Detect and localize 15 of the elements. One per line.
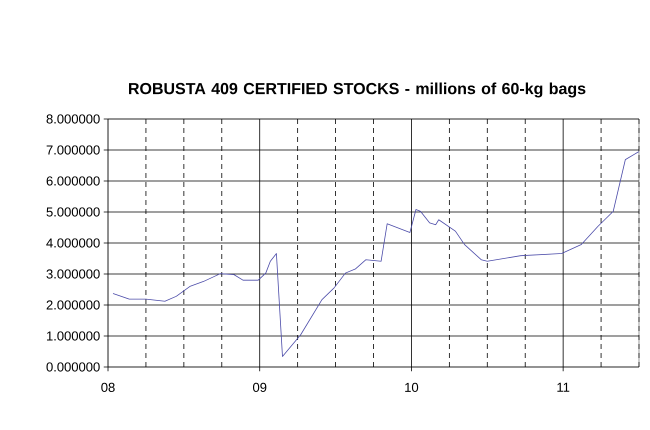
y-tick-label: 5.000000 xyxy=(46,207,100,217)
y-tick-label: 8.000000 xyxy=(46,114,100,124)
y-tick-label: 6.000000 xyxy=(46,176,100,186)
y-tick-label: 3.000000 xyxy=(46,269,100,279)
y-tick-label: 0.000000 xyxy=(46,362,100,372)
x-tick-label: 10 xyxy=(405,382,418,392)
y-tick-label: 4.000000 xyxy=(46,238,100,248)
y-tick-label: 1.000000 xyxy=(46,331,100,341)
chart-title: ROBUSTA 409 CERTIFIED STOCKS - millions of 60-kg bags xyxy=(129,82,586,98)
y-tick-label: 2.000000 xyxy=(46,300,100,310)
x-tick-label: 08 xyxy=(101,382,115,392)
y-tick-label: 7.000000 xyxy=(46,145,100,155)
x-tick-label: 11 xyxy=(557,382,570,392)
line-series xyxy=(112,151,639,357)
x-tick-label: 09 xyxy=(252,382,266,392)
